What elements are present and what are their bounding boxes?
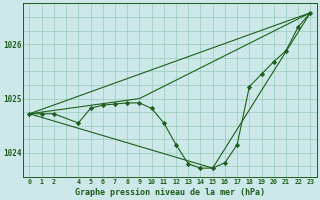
X-axis label: Graphe pression niveau de la mer (hPa): Graphe pression niveau de la mer (hPa) [75,188,265,197]
